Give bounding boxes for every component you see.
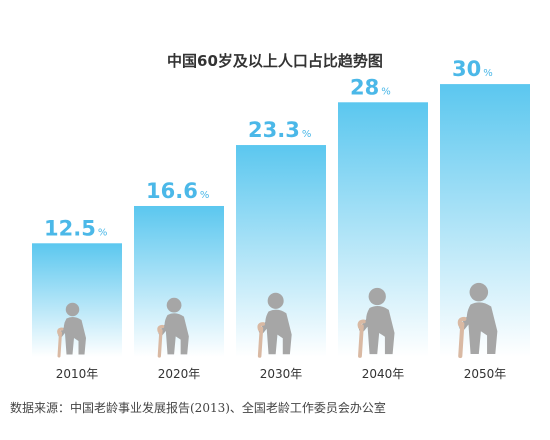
bar-value-label-5: 30% [452,57,493,81]
elderly-figure-icon [257,292,292,358]
category-label-3: 2030年 [260,367,303,381]
category-label-1: 2010年 [56,367,99,381]
chart-title: 中国60岁及以上人口占比趋势图 [167,52,383,70]
category-label-4: 2040年 [362,367,405,381]
bar-value-label-4: 28% [350,75,391,99]
elderly-figure-icon [57,302,86,358]
elderly-figure-icon [157,297,189,358]
category-label-2: 2020年 [158,367,201,381]
category-label-5: 2050年 [464,367,507,381]
bar-value-label-2: 16.6% [146,179,209,203]
bar-value-label-3: 23.3% [248,118,311,142]
elderly-figure-icon [357,287,395,358]
bar-value-label-1: 12.5% [44,216,107,240]
data-source-note: 数据来源：中国老龄事业发展报告(2013)、全国老龄工作委员会办公室 [10,401,386,415]
elderly-figure-icon [457,282,498,359]
